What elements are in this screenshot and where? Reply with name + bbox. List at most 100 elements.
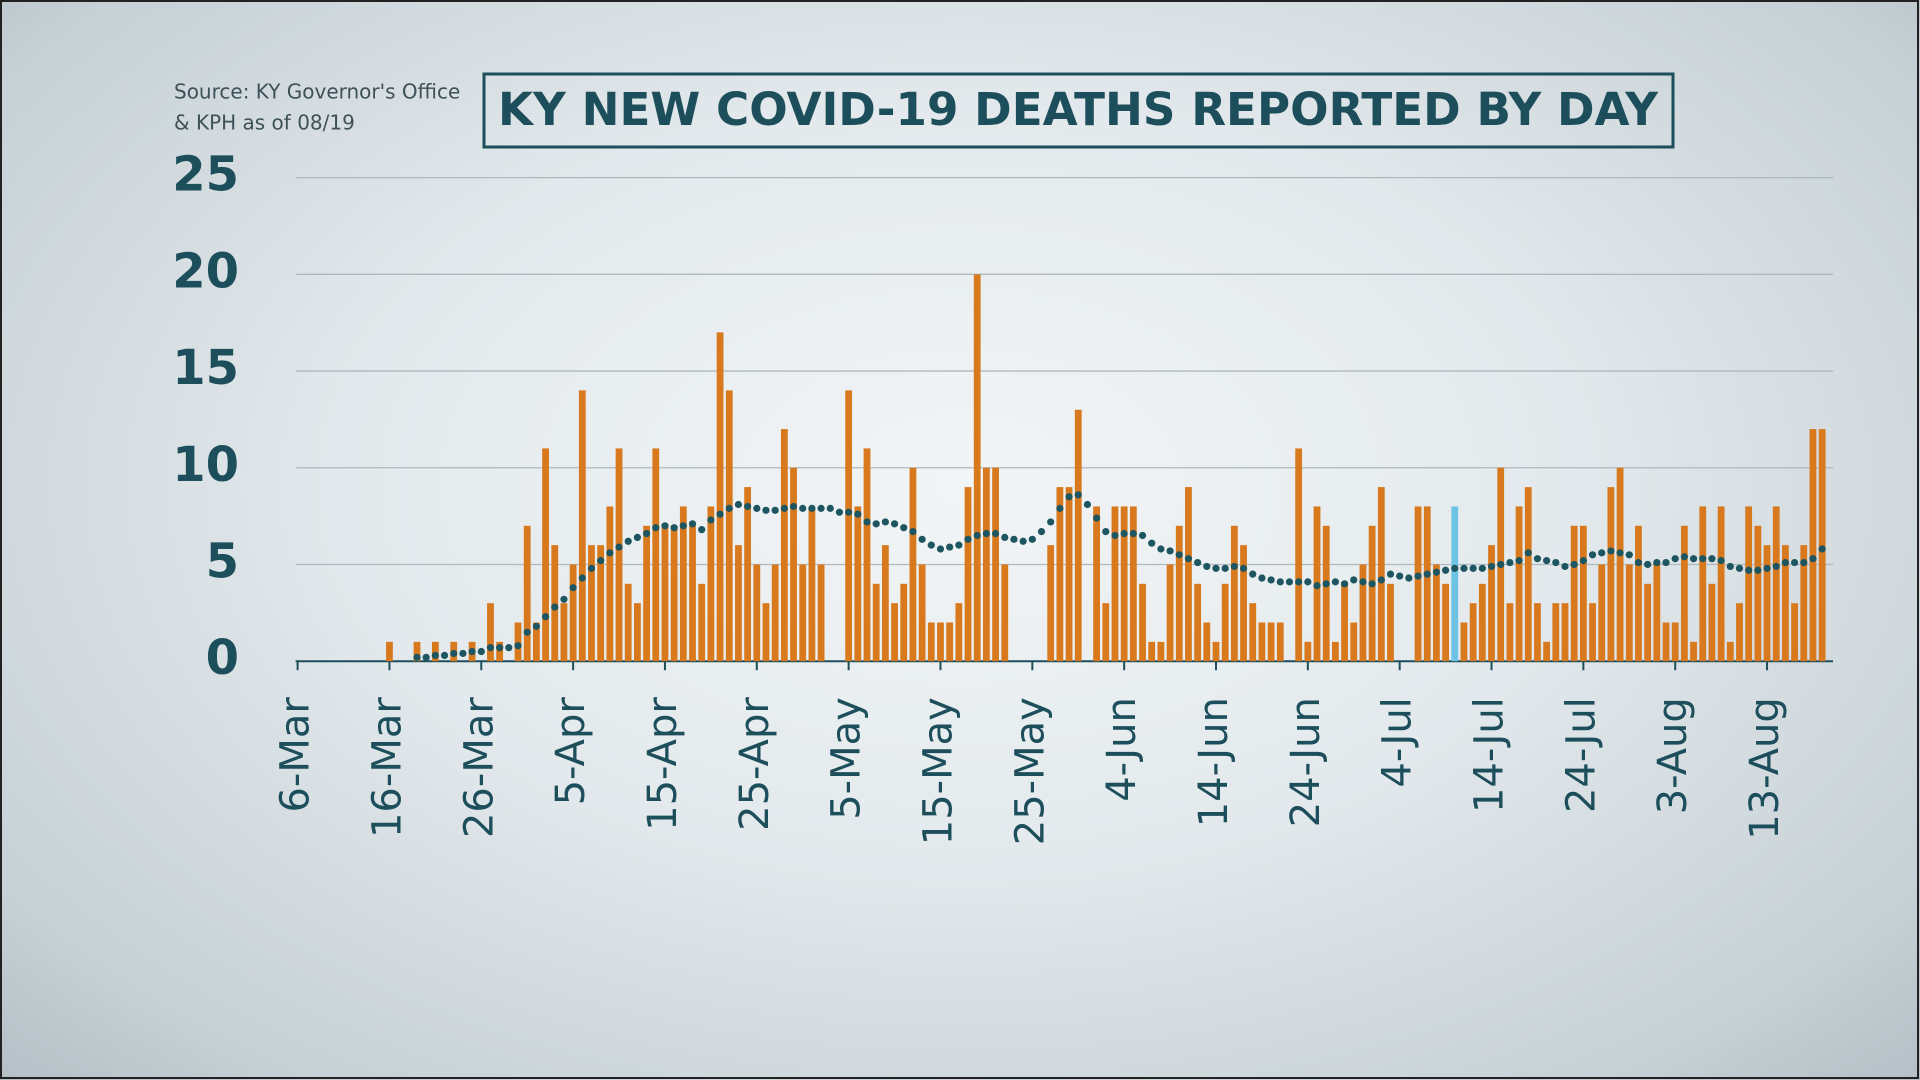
bar — [1433, 564, 1440, 662]
average-dot — [890, 520, 899, 528]
bar — [1001, 564, 1009, 662]
average-dot — [1533, 555, 1542, 563]
bar — [1276, 622, 1284, 662]
average-dot — [1083, 500, 1092, 509]
average-dot — [1267, 576, 1275, 584]
x-tick-label: 24-Jul — [1558, 697, 1604, 813]
average-dot — [1653, 558, 1661, 567]
bar — [1341, 583, 1348, 662]
average-dot — [1230, 562, 1238, 571]
bar — [771, 564, 779, 662]
x-tick-label: 4-Jun — [1099, 697, 1145, 802]
average-dot — [991, 529, 1000, 538]
bar — [1478, 583, 1486, 662]
bar — [927, 622, 935, 662]
average-dot — [927, 541, 935, 549]
bar — [698, 583, 706, 662]
average-dot — [431, 651, 439, 659]
x-tick-label: 6-Mar — [273, 697, 319, 813]
average-dot — [1377, 576, 1385, 584]
bar — [1736, 603, 1743, 662]
average-dot — [1037, 527, 1046, 536]
average-dot — [597, 557, 605, 565]
bar — [983, 467, 990, 662]
average-dot — [1047, 518, 1055, 526]
average-dot — [1074, 491, 1082, 499]
bar — [1157, 641, 1165, 662]
bar — [1635, 525, 1642, 662]
bar — [1185, 487, 1192, 662]
bar — [624, 583, 632, 662]
average-dot — [1102, 527, 1110, 536]
average-dot — [468, 647, 476, 656]
bar — [762, 603, 770, 662]
bar — [386, 641, 393, 662]
bar — [955, 603, 963, 662]
average-dot — [1313, 582, 1321, 590]
bar — [1148, 641, 1156, 662]
bar — [1093, 506, 1101, 662]
bar — [1166, 564, 1174, 662]
average-dot — [1598, 549, 1606, 557]
average-dot — [661, 522, 669, 530]
average-dot — [1543, 557, 1551, 565]
source-line: Source: KY Governor's Office — [174, 80, 460, 104]
bar — [964, 487, 972, 662]
average-dot — [1138, 531, 1147, 540]
average-dot — [1524, 549, 1532, 557]
bar — [1644, 583, 1652, 662]
bar — [780, 429, 788, 662]
y-tick-label: 10 — [172, 437, 239, 493]
average-dot — [1515, 557, 1523, 565]
average-dot — [1010, 535, 1018, 543]
average-dot — [1625, 551, 1633, 559]
average-dot — [1745, 566, 1753, 574]
average-dot — [587, 564, 596, 572]
bar — [588, 545, 595, 662]
bar — [1690, 641, 1697, 662]
average-dot — [578, 574, 586, 582]
average-dot — [707, 516, 715, 524]
bar — [606, 506, 614, 662]
average-dot — [1772, 562, 1780, 571]
bar — [1745, 506, 1753, 662]
bar — [1598, 564, 1606, 662]
average-dot — [909, 527, 917, 536]
bar — [1791, 603, 1798, 662]
average-dot — [1111, 531, 1119, 540]
bar — [716, 332, 724, 662]
average-dot — [799, 504, 807, 512]
average-dot — [789, 502, 798, 511]
average-dot — [1809, 555, 1817, 563]
y-tick-label: 5 — [206, 533, 239, 589]
x-tick-label: 3-Aug — [1650, 697, 1696, 814]
average-dot — [1285, 578, 1294, 586]
average-dot — [973, 531, 981, 540]
bar — [670, 525, 678, 662]
average-dot — [615, 543, 623, 551]
bar — [1359, 564, 1367, 662]
bar — [679, 506, 687, 662]
average-dot — [698, 526, 706, 534]
bar — [946, 622, 954, 662]
average-dot — [486, 644, 495, 652]
average-dot — [688, 520, 697, 528]
average-dot — [1497, 560, 1505, 569]
bar — [937, 622, 944, 662]
x-tick-label: 5-Apr — [548, 697, 594, 806]
x-tick-label: 15-May — [915, 697, 961, 845]
bar — [1331, 641, 1339, 662]
average-dot — [1368, 580, 1376, 588]
average-dot — [872, 520, 880, 528]
average-dot — [1616, 549, 1624, 557]
average-dot — [1065, 493, 1073, 501]
bar — [1534, 603, 1541, 662]
average-dot — [1322, 580, 1330, 588]
bar — [1414, 506, 1422, 662]
x-tick-label: 13-Aug — [1742, 697, 1788, 840]
bar — [992, 467, 999, 662]
average-dot — [1249, 570, 1257, 578]
bar — [863, 448, 871, 662]
